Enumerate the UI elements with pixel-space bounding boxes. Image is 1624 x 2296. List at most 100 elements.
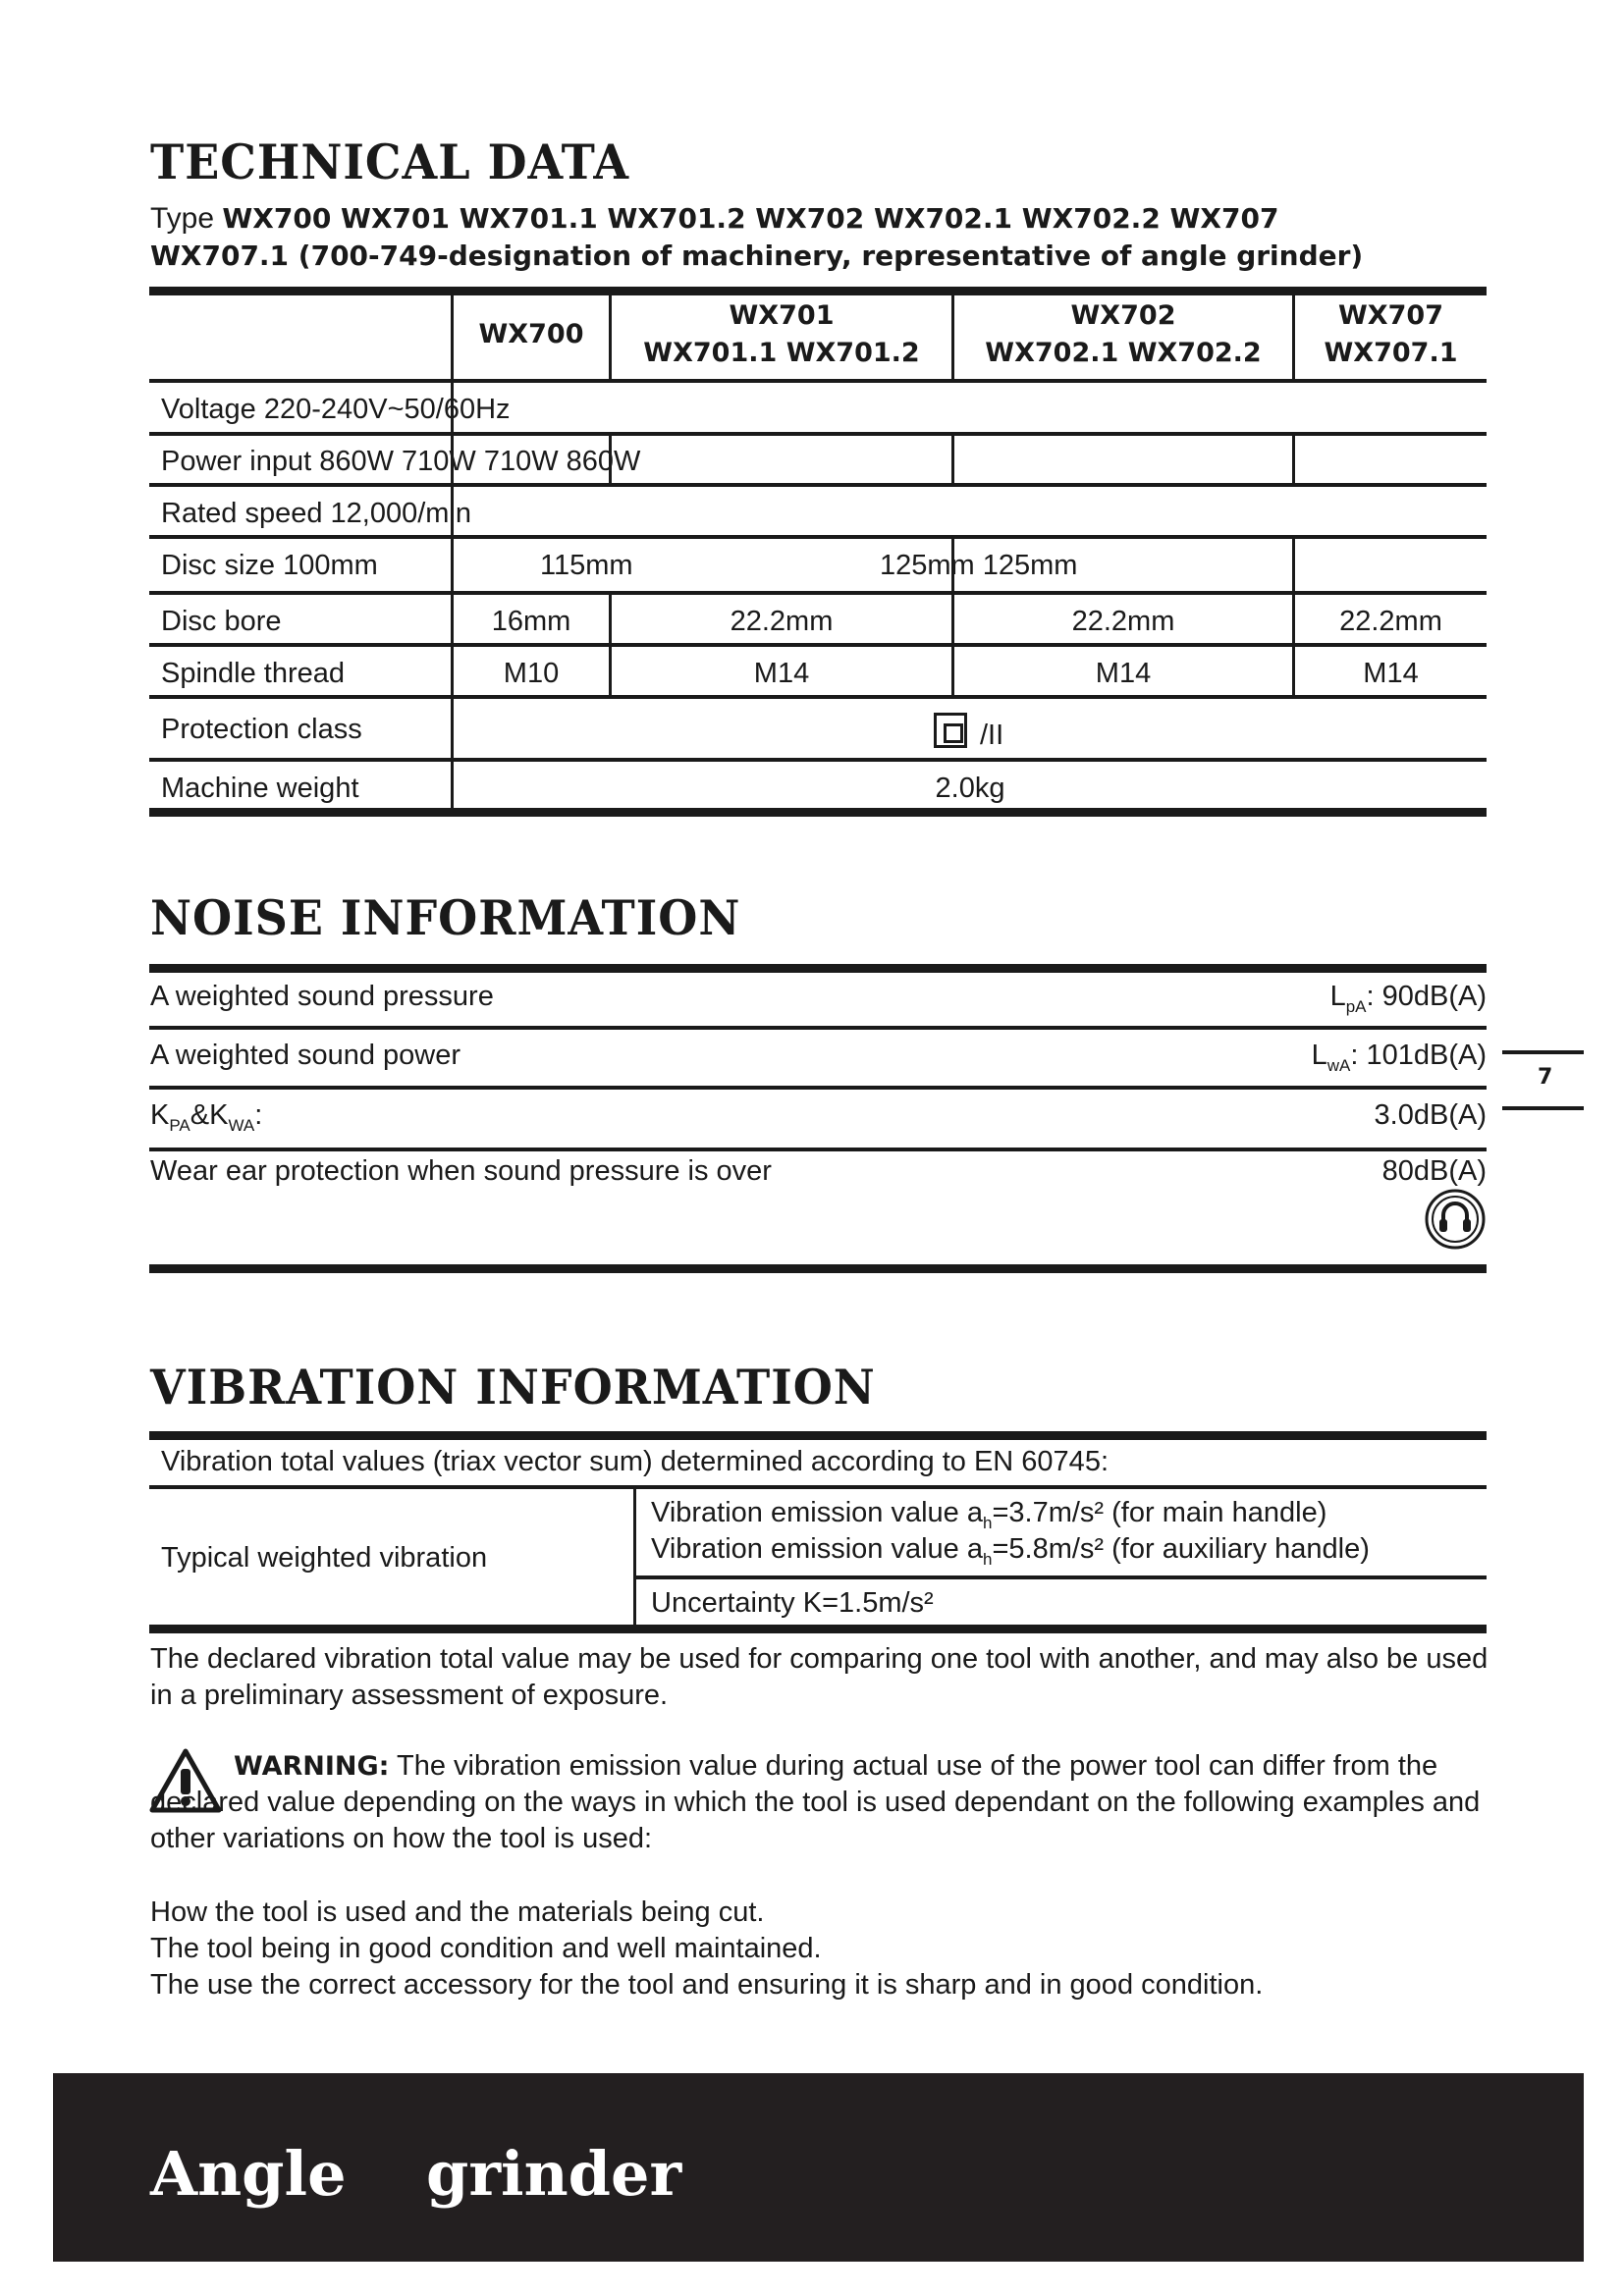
col-line xyxy=(951,432,954,486)
header-line: WX701.1 WX701.2 xyxy=(643,338,920,368)
rule xyxy=(149,1148,1487,1151)
disc-bore-value: 22.2mm xyxy=(1071,606,1175,637)
declared-paragraph: The declared vibration total value may b… xyxy=(150,1643,1489,1711)
text: =5.8m/s² (for auxiliary handle) xyxy=(992,1533,1370,1565)
uncertainty-value: 3.0dB(A) xyxy=(1374,1099,1487,1131)
disc-size-125: 125mm 125mm xyxy=(880,550,1078,581)
usage-list: How the tool is used and the materials b… xyxy=(150,1895,1495,2003)
k: K xyxy=(150,1099,170,1131)
colon: : xyxy=(254,1099,263,1131)
rule xyxy=(149,483,1487,487)
text: Vibration emission value a xyxy=(651,1497,983,1528)
text: =3.7m/s² (for main handle) xyxy=(992,1497,1327,1528)
col-line xyxy=(633,1487,636,1627)
spindle-label: Spindle thread xyxy=(161,658,346,689)
rule xyxy=(634,1575,1487,1579)
technical-data-heading: TECHNICAL DATA xyxy=(150,133,630,190)
rule xyxy=(149,1086,1487,1090)
speed-cell: Rated speed 12,000/min xyxy=(161,498,471,529)
rule xyxy=(149,758,1487,762)
vibration-main-handle: Vibration emission value ah=3.7m/s² (for… xyxy=(651,1496,1326,1540)
uncertainty-k: Uncertainty K=1.5m/s² xyxy=(651,1587,934,1619)
header-wx701: WX701 WX701.1 WX701.2 xyxy=(612,297,951,372)
list-item: How the tool is used and the materials b… xyxy=(150,1896,765,1928)
rule xyxy=(149,432,1487,436)
spindle-value: M14 xyxy=(1363,658,1419,689)
vibration-bottom-rule xyxy=(149,1625,1487,1633)
noise-heading: NOISE INFORMATION xyxy=(150,889,741,946)
header-wx700: WX700 xyxy=(478,319,584,349)
typical-vibration-label: Typical weighted vibration xyxy=(161,1542,488,1574)
sound-pressure-value: LpA: 90dB(A) xyxy=(1330,980,1487,1024)
value: : 101dB(A) xyxy=(1350,1040,1487,1071)
vibration-aux-handle: Vibration emission value ah=5.8m/s² (for… xyxy=(651,1532,1370,1576)
subscript: PA xyxy=(169,1115,190,1135)
list-item: The tool being in good condition and wel… xyxy=(150,1933,822,1964)
noise-top-rule xyxy=(149,964,1487,973)
page-number: 7 xyxy=(1538,1065,1553,1090)
symbol: L xyxy=(1311,1040,1327,1071)
ear-protection-value: 80dB(A) xyxy=(1381,1155,1487,1187)
header-line: WX702.1 WX702.2 xyxy=(985,338,1262,368)
disc-bore-value: 22.2mm xyxy=(730,606,834,637)
col-line xyxy=(609,294,612,383)
disc-bore-value: 16mm xyxy=(491,606,571,637)
col-line xyxy=(951,294,954,383)
vibration-heading: VIBRATION INFORMATION xyxy=(150,1359,876,1415)
k: &K xyxy=(189,1099,229,1131)
header-wx707: WX707 WX707.1 xyxy=(1295,297,1487,372)
rule xyxy=(149,379,1487,383)
power-cell: Power input 860W 710W 710W 860W xyxy=(161,446,641,477)
rule xyxy=(149,643,1487,647)
rule xyxy=(149,535,1487,539)
noise-bottom-rule xyxy=(149,1264,1487,1273)
voltage-cell: Voltage 220-240V~50/60Hz xyxy=(161,394,511,425)
warning-label: WARNING: xyxy=(234,1751,390,1782)
rule xyxy=(149,1026,1487,1030)
col-line xyxy=(1292,432,1295,486)
subscript: WA xyxy=(228,1115,255,1135)
spindle-value: M14 xyxy=(753,658,810,689)
disc-size-label: Disc size 100mm xyxy=(161,550,378,581)
subscript: wA xyxy=(1326,1055,1351,1075)
uncertainty-label: KPA&KWA: xyxy=(150,1098,262,1143)
rule xyxy=(149,695,1487,699)
page-rule xyxy=(1502,1050,1584,1054)
subscript: h xyxy=(983,1549,993,1569)
spindle-value: M10 xyxy=(503,658,560,689)
footer-title-angle: Angle xyxy=(150,2138,347,2210)
sound-power-label: A weighted sound power xyxy=(150,1040,460,1071)
footer-title-grinder: grinder xyxy=(426,2138,682,2210)
subscript: pA xyxy=(1345,996,1367,1016)
col-line xyxy=(1292,294,1295,383)
vibration-intro: Vibration total values (triax vector sum… xyxy=(161,1446,1110,1477)
protection-value: /II xyxy=(980,720,1004,751)
header-line: WX702 xyxy=(1070,300,1176,331)
header-line: WX707 xyxy=(1338,300,1443,331)
value: : 90dB(A) xyxy=(1366,981,1488,1012)
spindle-value: M14 xyxy=(1095,658,1152,689)
ear-protection-icon xyxy=(1425,1189,1486,1250)
rule xyxy=(149,591,1487,595)
disc-bore-value: 22.2mm xyxy=(1339,606,1442,637)
type-models: WX700 WX701 WX701.1 WX701.2 WX702 WX702.… xyxy=(222,202,1279,235)
header-line: WX701 xyxy=(729,300,835,331)
warning-icon xyxy=(149,1748,222,1813)
table-top-rule xyxy=(149,287,1487,295)
type-line: Type WX700 WX701 WX701.1 WX701.2 WX702 W… xyxy=(150,200,1525,275)
protection-label: Protection class xyxy=(161,714,362,745)
sound-pressure-label: A weighted sound pressure xyxy=(150,981,494,1012)
footer-band xyxy=(53,2073,1584,2262)
symbol: L xyxy=(1329,981,1346,1012)
col-line xyxy=(609,432,612,486)
double-insulation-icon xyxy=(934,713,967,748)
subscript: h xyxy=(983,1513,993,1532)
ear-protection-label: Wear ear protection when sound pressure … xyxy=(150,1155,772,1187)
rule xyxy=(149,1485,1487,1489)
vibration-top-rule xyxy=(149,1431,1487,1440)
text: Vibration emission value a xyxy=(651,1533,983,1565)
weight-label: Machine weight xyxy=(161,773,359,804)
header-wx702: WX702 WX702.1 WX702.2 xyxy=(954,297,1292,372)
col-line xyxy=(609,591,612,697)
warning-text: The vibration emission value during actu… xyxy=(150,1750,1481,1854)
